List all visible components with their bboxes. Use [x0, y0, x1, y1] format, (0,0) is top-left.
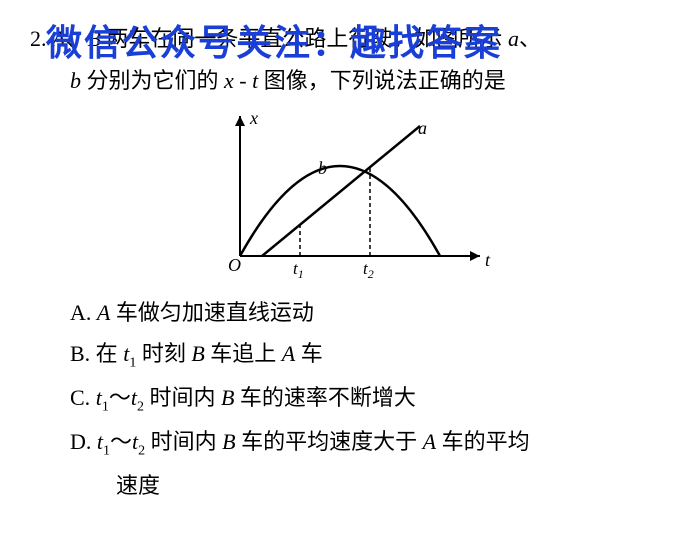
- opt-prefix: A.: [70, 300, 97, 325]
- text: 车的平均速度大于: [236, 429, 423, 454]
- text: 车做匀加速直线运动: [110, 300, 314, 325]
- text: 图像，下列说法正确的是: [258, 68, 506, 93]
- curve-a-label: a: [418, 118, 427, 138]
- var: B: [222, 429, 235, 454]
- sub: 2: [137, 400, 144, 415]
- text: 时间内: [145, 429, 222, 454]
- text: 分别为它们的: [81, 68, 224, 93]
- text: 车追上: [205, 341, 282, 366]
- xt-chart: O x t t1 t2 a b: [200, 106, 500, 286]
- question-number: 2.: [30, 26, 47, 51]
- text: 车: [295, 341, 323, 366]
- text: 时刻: [136, 341, 191, 366]
- x-axis-label: t: [485, 250, 491, 270]
- var-b: b: [70, 68, 81, 93]
- text: 时间内: [144, 385, 221, 410]
- curve-b-label: b: [318, 158, 327, 178]
- sub: 1: [103, 444, 110, 459]
- option-C: C. t1～t2 时间内 B 车的速率不断增大: [30, 377, 670, 421]
- sub: 1: [102, 400, 109, 415]
- question-block: 2. A、B 两车在同一条平直公路上行驶，如图所示 a、 b 分别为它们的 x …: [0, 0, 700, 517]
- var: A: [282, 341, 295, 366]
- var: A: [423, 429, 436, 454]
- question-line-2: b 分别为它们的 x - t 图像，下列说法正确的是: [30, 60, 670, 102]
- opt-prefix: B. 在: [70, 341, 123, 366]
- tick-t1: t1: [293, 259, 304, 281]
- origin-label: O: [228, 255, 241, 275]
- watermark-text: 微信公众号关注：趣找答案: [46, 14, 502, 66]
- text: ～: [110, 429, 132, 454]
- var: B: [191, 341, 204, 366]
- var-a: a: [508, 26, 519, 51]
- opt-prefix: C.: [70, 385, 96, 410]
- option-A: A. A 车做匀加速直线运动: [30, 292, 670, 334]
- text: 、: [519, 26, 541, 51]
- text: 速度: [116, 473, 160, 498]
- var: A: [97, 300, 110, 325]
- opt-prefix: D.: [70, 429, 97, 454]
- option-B: B. 在 t1 时刻 B 车追上 A 车: [30, 333, 670, 377]
- text: ～: [109, 385, 131, 410]
- option-D-line2: 速度: [30, 465, 670, 507]
- var-xt: x - t: [224, 68, 258, 93]
- tick-t2: t2: [363, 259, 374, 281]
- var: B: [221, 385, 234, 410]
- y-axis-label: x: [249, 108, 258, 128]
- option-D-line1: D. t1～t2 时间内 B 车的平均速度大于 A 车的平均: [30, 421, 670, 465]
- text: 车的平均: [436, 429, 530, 454]
- chart-container: O x t t1 t2 a b: [30, 106, 670, 286]
- text: 车的速率不断增大: [234, 385, 416, 410]
